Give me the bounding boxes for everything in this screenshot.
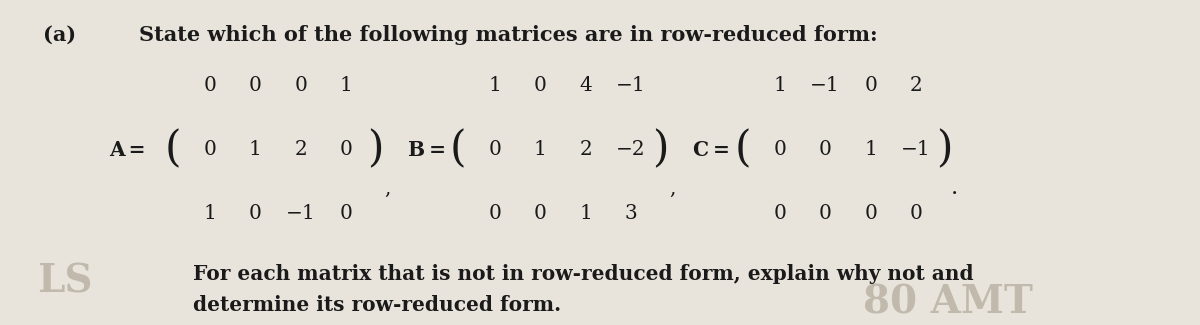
Text: (: (	[164, 129, 181, 171]
Text: 1: 1	[203, 204, 216, 223]
Text: (a): (a)	[43, 25, 77, 45]
Text: 2: 2	[580, 140, 592, 159]
Text: −1: −1	[617, 76, 646, 96]
Text: −1: −1	[286, 204, 316, 223]
Text: ): )	[936, 129, 953, 171]
Text: 1: 1	[534, 140, 546, 159]
Text: 0: 0	[910, 204, 923, 223]
Text: 0: 0	[340, 140, 353, 159]
Text: −1: −1	[810, 76, 840, 96]
Text: 0: 0	[864, 204, 877, 223]
Text: ,: ,	[384, 179, 391, 198]
Text: 0: 0	[248, 76, 262, 96]
Text: 1: 1	[864, 140, 877, 159]
Text: 0: 0	[773, 204, 786, 223]
Text: C =: C =	[694, 140, 731, 160]
Text: ,: ,	[670, 179, 676, 198]
Text: 80 AMT: 80 AMT	[863, 283, 1033, 321]
Text: 0: 0	[818, 140, 832, 159]
Text: 0: 0	[773, 140, 786, 159]
Text: 0: 0	[488, 140, 502, 159]
Text: State which of the following matrices are in row-reduced form:: State which of the following matrices ar…	[139, 25, 877, 45]
Text: 0: 0	[294, 76, 307, 96]
Text: 1: 1	[248, 140, 262, 159]
Text: (: (	[449, 129, 466, 171]
Text: B =: B =	[408, 140, 446, 160]
Text: .: .	[950, 177, 958, 199]
Text: 0: 0	[340, 204, 353, 223]
Text: 0: 0	[203, 76, 216, 96]
Text: 2: 2	[294, 140, 307, 159]
Text: 1: 1	[488, 76, 502, 96]
Text: 1: 1	[340, 76, 353, 96]
Text: 2: 2	[910, 76, 923, 96]
Text: −2: −2	[617, 140, 646, 159]
Text: (: (	[734, 129, 751, 171]
Text: 0: 0	[534, 76, 546, 96]
Text: 0: 0	[818, 204, 832, 223]
Text: For each matrix that is not in row-reduced form, explain why not and: For each matrix that is not in row-reduc…	[193, 264, 973, 284]
Text: ): )	[367, 129, 383, 171]
Text: 0: 0	[534, 204, 546, 223]
Text: 0: 0	[488, 204, 502, 223]
Text: 0: 0	[864, 76, 877, 96]
Text: 0: 0	[203, 140, 216, 159]
Text: 0: 0	[248, 204, 262, 223]
Text: 1: 1	[580, 204, 592, 223]
Text: determine its row-reduced form.: determine its row-reduced form.	[193, 295, 562, 315]
Text: 3: 3	[625, 204, 637, 223]
Text: A =: A =	[109, 140, 145, 160]
Text: −1: −1	[901, 140, 931, 159]
Text: LS: LS	[37, 263, 92, 301]
Text: ): )	[652, 129, 668, 171]
Text: 4: 4	[580, 76, 592, 96]
Text: 1: 1	[773, 76, 786, 96]
